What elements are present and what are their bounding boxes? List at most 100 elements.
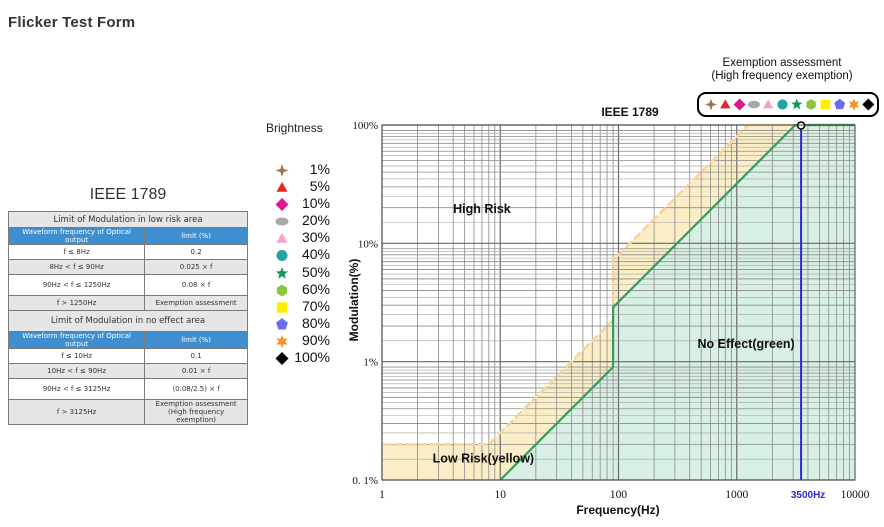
legend-item: 40% <box>268 246 338 263</box>
legend-item: 10% <box>268 195 338 212</box>
frequency-cell: 8Hz < f ≤ 90Hz <box>7 259 146 275</box>
table-row: f ≤ 10Hz 0.1 <box>7 348 248 364</box>
frequency-cell: f ≤ 10Hz <box>7 348 146 364</box>
legend-marker-square <box>276 302 288 313</box>
legend-marker-star4 <box>275 164 289 177</box>
legend-item: 20% <box>268 212 338 229</box>
legend-marker-triangle <box>276 182 288 192</box>
frequency-marker-label: 3500Hz <box>791 490 825 501</box>
limit-cell: 0.025 × f <box>144 259 248 275</box>
legend-marker-star6 <box>848 98 860 111</box>
legend-marker <box>276 302 288 313</box>
y-tick-label: 10% <box>358 238 378 250</box>
table-row: 10Hz < f ≤ 90Hz 0.01 × f <box>7 363 248 379</box>
legend-marker-circle <box>276 250 288 262</box>
legend-marker-pentagon <box>276 318 288 330</box>
legend-marker-star5 <box>275 266 289 279</box>
column-header-limit: limit (%) <box>144 331 248 349</box>
x-tick-label: 10000 <box>841 489 870 501</box>
legend-marker-pentagon <box>834 98 846 110</box>
legend-item: 50% <box>268 264 338 281</box>
legend-marker-ellipse <box>275 217 289 226</box>
limit-cell: 0.01 × f <box>144 363 248 379</box>
limit-cell: 0.1 <box>144 348 248 364</box>
column-header-frequency: Waveform frequency of Optical output <box>7 331 146 349</box>
legend-marker-square <box>820 99 831 110</box>
frequency-cell: f > 3125Hz <box>7 399 146 425</box>
frequency-cell: 90Hz < f ≤ 3125Hz <box>7 378 146 400</box>
legend-marker-hexagon <box>806 99 816 110</box>
x-tick-label: 1000 <box>725 489 748 501</box>
y-tick-label: 100% <box>352 120 378 132</box>
legend-item: 90% <box>268 332 338 349</box>
legend-label: 5% <box>309 178 330 195</box>
legend-marker-triangle <box>720 99 731 109</box>
legend-marker <box>275 266 289 279</box>
plot-frame <box>381 124 856 481</box>
x-tick-label: 10 <box>495 489 507 501</box>
legend-marker <box>276 284 288 297</box>
legend-marker-diamond <box>862 98 875 111</box>
brightness-label: Brightness <box>266 121 323 135</box>
legend-item: 70% <box>268 298 338 315</box>
legend-marker-triangle <box>276 233 288 244</box>
x-axis-label: Frequency(Hz) <box>576 503 659 517</box>
legend-marker <box>275 352 289 366</box>
region-label: High Risk <box>453 202 511 216</box>
legend-marker-triangle <box>763 99 774 109</box>
exemption-markers <box>705 98 875 111</box>
legend-marker-circle <box>777 99 788 110</box>
legend-label: 60% <box>301 280 330 297</box>
frequency-cell: f > 1250Hz <box>7 295 146 311</box>
legend-marker <box>276 182 288 192</box>
limit-cell: 0.08 × f <box>144 274 248 296</box>
low-risk-limit-line <box>382 123 855 446</box>
legend-label: 80% <box>301 314 330 331</box>
exemption-marker-box <box>697 92 879 117</box>
legend-item: 100% <box>268 349 338 366</box>
legend-marker <box>276 318 288 330</box>
region-label: No Effect(green) <box>697 337 794 351</box>
legend-marker-hexagon <box>276 284 288 297</box>
brightness-legend: 1% 5% 10% 20% 30% 40% 50% 60% 70% 80% 90% 100% <box>268 161 338 366</box>
y-tick-label: 1% <box>363 357 378 369</box>
y-axis-label: Modulation(%) <box>347 259 361 342</box>
x-tick-label: 100 <box>610 489 628 501</box>
legend-item: 60% <box>268 281 338 298</box>
legend-marker <box>276 334 288 348</box>
legend-label: 1% <box>309 161 330 177</box>
legend-label: 90% <box>301 331 330 348</box>
table-heading: IEEE 1789 <box>89 186 167 203</box>
legend-label: 70% <box>301 297 330 314</box>
legend-marker-star5 <box>791 98 803 110</box>
modulation-limit-table: Limit of Modulation in low risk area Wav… <box>7 211 248 425</box>
chart-title: IEEE 1789 <box>601 105 659 119</box>
legend-label: 10% <box>301 195 330 212</box>
table-row: 90Hz < f ≤ 3125Hz (0.08/2.5) × f <box>7 378 248 400</box>
x-tick-label: 1 <box>379 489 385 501</box>
limit-text: (High frequency exemption) <box>168 408 225 424</box>
legend-label: 30% <box>301 229 330 246</box>
table-row: 90Hz < f ≤ 1250Hz 0.08 × f <box>7 274 248 296</box>
exemption-caption: Exemption assessment (High frequency exe… <box>690 57 874 83</box>
legend-marker <box>275 164 289 177</box>
y-tick-label: 0. 1% <box>352 475 378 487</box>
table-row: 8Hz < f ≤ 90Hz 0.025 × f <box>7 259 248 275</box>
legend-marker <box>275 198 289 212</box>
legend-label: 40% <box>301 246 330 263</box>
legend-item: 5% <box>268 178 338 195</box>
legend-marker-diamond <box>275 352 289 366</box>
legend-marker-star4 <box>705 98 717 111</box>
legend-marker-star6 <box>276 334 288 348</box>
no-effect-region <box>500 125 855 480</box>
exemption-caption-line: (High frequency exemption) <box>711 70 853 82</box>
legend-marker <box>275 217 289 226</box>
table-row: f > 3125Hz Exemption assessment (High freq… <box>7 399 248 425</box>
legend-label: 100% <box>294 349 330 366</box>
legend-marker <box>276 250 288 262</box>
column-header-frequency: Waveform frequency of Optical output <box>7 227 146 245</box>
legend-marker-diamond <box>733 98 746 111</box>
legend-label: 20% <box>301 212 330 229</box>
limit-text: Exemption assessment <box>155 400 237 408</box>
legend-marker-ellipse <box>747 100 760 109</box>
